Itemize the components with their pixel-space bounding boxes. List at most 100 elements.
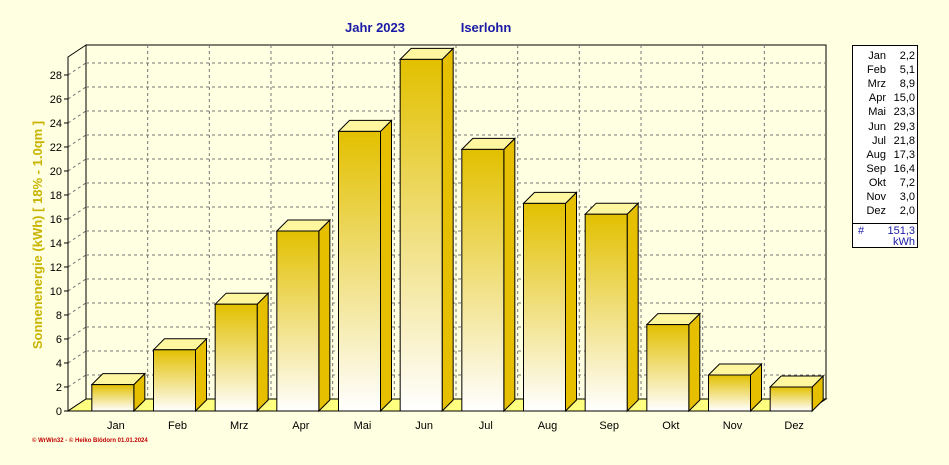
- legend-value: 2,2: [899, 50, 915, 62]
- y-tick-label: 0: [56, 406, 62, 418]
- legend-month: Aug: [866, 148, 886, 161]
- legend-divider: [853, 223, 917, 224]
- bar: [523, 202, 566, 412]
- grid-line-side: [67, 254, 87, 268]
- grid-line-side: [67, 350, 87, 364]
- legend-month: Jul: [871, 134, 886, 147]
- legend-month: Jan: [868, 50, 886, 62]
- x-tick-label: Sep: [599, 420, 619, 432]
- y-tick-label: 16: [50, 214, 62, 226]
- legend-month: Sep: [866, 162, 886, 175]
- y-tick-label: 4: [56, 358, 62, 370]
- bar: [153, 349, 196, 412]
- legend-value: 7,2: [899, 176, 915, 189]
- y-tick-label: 8: [56, 310, 62, 322]
- legend-value: 8,9: [899, 78, 915, 91]
- grid-line-side: [67, 230, 87, 244]
- chart-side-wall: [67, 44, 87, 412]
- bar: [214, 303, 258, 412]
- legend-month: Dez: [866, 205, 886, 218]
- grid-line-side: [67, 302, 87, 316]
- legend-row: Jan 2,2: [853, 49, 917, 63]
- bar: [399, 58, 443, 412]
- footer-credit: © WrWin32 - © Heiko Blödorn 01.01.2024: [32, 437, 148, 444]
- legend-row: Jun 29,3: [853, 120, 917, 134]
- bar-side: [441, 47, 454, 413]
- y-tick-label: 28: [50, 70, 62, 82]
- bar: [276, 230, 320, 412]
- grid-line-side: [67, 326, 87, 340]
- grid-line-side: [67, 278, 87, 292]
- grid-line-side: [67, 158, 87, 172]
- legend-value: 5,1: [899, 64, 915, 77]
- legend-month: Apr: [868, 92, 886, 105]
- legend-row: Jul 21,8: [853, 134, 917, 148]
- legend-value: 16,4: [893, 162, 915, 175]
- bar: [338, 130, 381, 412]
- grid-line-side: [67, 206, 87, 220]
- bar: [646, 324, 690, 412]
- y-tick-label: 18: [50, 190, 62, 202]
- legend-total-symbol: #: [858, 225, 865, 237]
- legend-row: Nov 3,0: [853, 190, 917, 204]
- legend-month: Feb: [867, 64, 886, 77]
- legend-row: Mai 23,3: [853, 105, 917, 119]
- bar-side: [565, 191, 577, 413]
- legend-value: 17,3: [893, 148, 915, 161]
- legend-month: Okt: [868, 176, 886, 189]
- legend-value: 21,8: [893, 134, 915, 147]
- bar: [708, 374, 751, 412]
- grid-line-side: [67, 134, 87, 148]
- x-tick-label: Jan: [107, 420, 125, 432]
- legend-row: Sep 16,4: [853, 162, 917, 176]
- y-tick-label: 6: [56, 334, 62, 346]
- y-axis-label: Sonnenenergie (kWh) [ 18% - 1.0qm ]: [30, 121, 45, 349]
- legend-row: Dez 2,0: [853, 204, 917, 218]
- y-tick-label: 24: [50, 118, 62, 130]
- bar-side: [626, 201, 639, 413]
- grid-line-side: [67, 86, 87, 100]
- y-tick-label: 14: [50, 238, 62, 250]
- x-tick-label: Aug: [538, 420, 558, 432]
- legend-month: Jun: [868, 120, 886, 133]
- bar-side: [195, 337, 207, 413]
- x-tick-label: Mrz: [230, 420, 248, 432]
- legend-month: Mrz: [867, 78, 886, 91]
- legend-month: Mai: [868, 106, 886, 119]
- bar-side: [318, 218, 331, 413]
- bar: [584, 213, 628, 412]
- y-tick-label: 2: [56, 382, 62, 394]
- legend-unit: kWh: [893, 236, 915, 248]
- y-tick-label: 20: [50, 166, 62, 178]
- bar-side: [503, 137, 516, 413]
- bar: [91, 384, 135, 412]
- chart-title: Jahr 2023: [345, 20, 405, 35]
- legend-value: 15,0: [893, 92, 915, 105]
- grid-line-side: [67, 182, 87, 196]
- x-tick-label: Okt: [662, 420, 679, 432]
- legend-total-row: # 151,3: [853, 224, 917, 238]
- legend-total-value: 151,3: [887, 225, 915, 237]
- y-tick-label: 22: [50, 142, 62, 154]
- legend-row: Feb 5,1: [853, 63, 917, 77]
- bar-side: [256, 291, 269, 413]
- legend-value: 29,3: [893, 120, 915, 133]
- y-tick-label: 10: [50, 286, 62, 298]
- bar: [769, 386, 813, 412]
- legend-row: Aug 17,3: [853, 148, 917, 162]
- x-tick-label: Jun: [415, 420, 433, 432]
- legend-month: Nov: [866, 191, 886, 203]
- x-tick-label: Mai: [354, 420, 372, 432]
- x-tick-label: Dez: [784, 420, 804, 432]
- legend-value: 2,0: [899, 205, 915, 218]
- legend-box: Jan 2,2 Feb 5,1 Mrz 8,9 Apr 15,0 Mai 23,3 Jun 29,3 J…: [852, 45, 918, 248]
- legend-value: 23,3: [893, 106, 915, 119]
- legend-row: Mrz 8,9: [853, 77, 917, 91]
- x-tick-label: Feb: [168, 420, 187, 432]
- bar-side: [688, 312, 701, 413]
- grid-line-side: [67, 62, 87, 76]
- x-tick-label: Nov: [723, 420, 743, 432]
- y-tick-label: 26: [50, 94, 62, 106]
